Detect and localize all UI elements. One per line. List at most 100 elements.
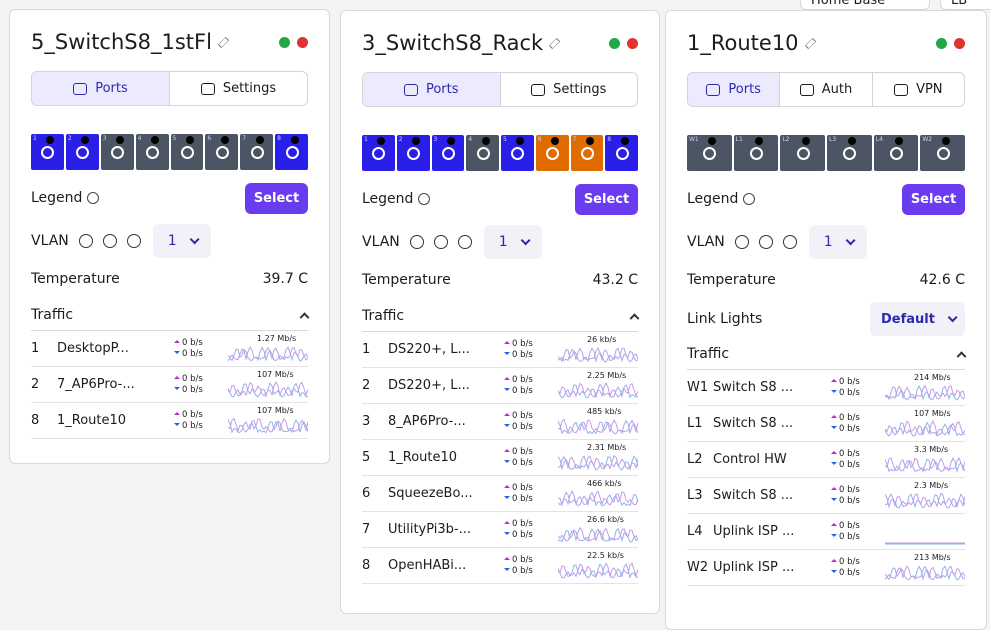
sparkline-trace xyxy=(885,419,965,436)
sparkline-trace xyxy=(228,345,308,362)
status-ok xyxy=(609,37,620,49)
port-label: 1 xyxy=(364,136,368,143)
background-tab[interactable]: LB xyxy=(940,0,990,10)
select-button[interactable]: Select xyxy=(902,183,965,215)
port[interactable]: L1 xyxy=(733,135,779,171)
upload-rate: 0 b/s xyxy=(504,482,558,494)
status xyxy=(609,37,638,49)
port[interactable]: 3 xyxy=(431,135,465,171)
tab[interactable]: Auth xyxy=(779,73,871,106)
port[interactable]: 2 xyxy=(65,134,99,170)
port-led xyxy=(516,137,525,145)
port[interactable]: 8 xyxy=(275,134,308,170)
edit-icon[interactable] xyxy=(782,235,797,249)
vlan-dropdown[interactable]: 1 xyxy=(808,225,867,259)
port[interactable]: 7 xyxy=(570,135,604,171)
link-lights-value: Default xyxy=(881,311,935,327)
client-name: SqueezeBo... xyxy=(388,486,473,501)
delete-icon[interactable] xyxy=(409,235,424,249)
port[interactable]: L3 xyxy=(827,135,872,171)
delete-icon[interactable] xyxy=(78,234,93,248)
port[interactable]: L2 xyxy=(780,135,826,171)
close-button[interactable] xyxy=(627,37,638,49)
page: Home Base LB (() => { const data = JSON.… xyxy=(0,0,990,615)
add-icon[interactable] xyxy=(758,235,773,249)
port-number: W2 xyxy=(687,560,709,575)
add-icon[interactable] xyxy=(102,234,117,248)
vlan-value: 1 xyxy=(823,234,833,250)
port[interactable]: 3 xyxy=(100,134,134,170)
status xyxy=(936,37,965,49)
tab[interactable]: Settings xyxy=(499,73,638,106)
ports: 1 2 3 4 5 6 7 8 xyxy=(362,135,638,171)
collapse-icon xyxy=(956,351,967,362)
port-number: L2 xyxy=(687,452,703,467)
port-label: L2 xyxy=(782,136,790,143)
upload-rate: 0 b/s xyxy=(504,374,558,386)
edit-icon[interactable] xyxy=(549,37,561,49)
port[interactable]: 4 xyxy=(135,134,169,170)
traffic-row: 2 DS220+, L... 0 b/s 0 b/s 2.25 Mb/s xyxy=(362,368,638,404)
traffic-label: Traffic xyxy=(362,307,405,324)
link-lights-dropdown[interactable]: Default xyxy=(870,302,965,336)
download-rate: 0 b/s xyxy=(831,460,885,471)
tab-icon xyxy=(894,83,909,96)
edit-icon[interactable] xyxy=(217,36,230,48)
traffic-header[interactable]: Traffic xyxy=(687,338,967,370)
help-icon[interactable] xyxy=(743,193,756,205)
port[interactable]: 2 xyxy=(396,135,430,171)
traffic-header[interactable]: Traffic xyxy=(362,300,640,332)
port[interactable]: 5 xyxy=(170,134,204,170)
traffic-row: L1 Switch S8 ... 0 b/s 0 b/s 107 Mb/s xyxy=(687,406,965,442)
port[interactable]: 1 xyxy=(31,134,64,170)
edit-icon[interactable] xyxy=(126,234,141,248)
port[interactable]: 8 xyxy=(605,135,638,171)
peak-label: 107 Mb/s xyxy=(913,408,952,418)
tab[interactable]: Ports xyxy=(32,72,169,105)
background-tab[interactable]: Home Base xyxy=(800,0,930,10)
sparkline-trace xyxy=(558,346,638,361)
tab[interactable]: Ports xyxy=(363,73,500,106)
tab-label: Ports xyxy=(728,82,761,97)
tab[interactable]: VPN xyxy=(871,73,964,106)
close-button[interactable] xyxy=(954,37,965,49)
select-button[interactable]: Select xyxy=(575,183,638,215)
vlan-dropdown[interactable]: 1 xyxy=(483,225,542,259)
port[interactable]: 6 xyxy=(535,135,569,171)
delete-icon[interactable] xyxy=(734,235,749,249)
traffic-header[interactable]: Traffic xyxy=(31,299,310,331)
port[interactable]: 1 xyxy=(362,135,395,171)
rates: 0 b/s 0 b/s xyxy=(831,556,885,579)
port[interactable]: 7 xyxy=(240,134,274,170)
traffic-row: 3 8_AP6Pro-... 0 b/s 0 b/s 485 kb/s xyxy=(362,404,638,440)
download-rate: 0 b/s xyxy=(831,532,885,543)
add-icon[interactable] xyxy=(433,235,448,249)
help-icon[interactable] xyxy=(418,193,431,205)
port[interactable]: 6 xyxy=(205,134,239,170)
port-status xyxy=(546,147,560,160)
link-lights-row: Link Lights Default xyxy=(687,300,965,338)
port[interactable]: 5 xyxy=(501,135,534,171)
port[interactable]: 4 xyxy=(466,135,499,171)
edit-icon[interactable] xyxy=(457,235,472,249)
client-name: Control HW xyxy=(713,452,787,467)
download-rate: 0 b/s xyxy=(831,424,885,435)
port-led xyxy=(620,137,629,145)
port[interactable]: W2 xyxy=(920,135,966,171)
port-led xyxy=(220,136,229,144)
select-button[interactable]: Select xyxy=(245,182,308,214)
edit-icon[interactable] xyxy=(804,37,816,49)
port[interactable]: W1 xyxy=(687,135,732,171)
download-rate: 0 b/s xyxy=(504,458,558,469)
port[interactable]: L4 xyxy=(873,135,919,171)
help-icon[interactable] xyxy=(87,192,100,204)
port-led xyxy=(377,137,386,145)
download-rate: 0 b/s xyxy=(504,386,558,397)
tab[interactable]: Ports xyxy=(688,73,780,106)
vlan-dropdown[interactable]: 1 xyxy=(152,224,211,258)
close-button[interactable] xyxy=(297,36,308,48)
client-name: Uplink ISP ... xyxy=(713,560,795,575)
peak-label: 2.31 Mb/s xyxy=(586,442,628,452)
tab[interactable]: Settings xyxy=(169,72,307,105)
sparkline-trace xyxy=(228,380,308,397)
